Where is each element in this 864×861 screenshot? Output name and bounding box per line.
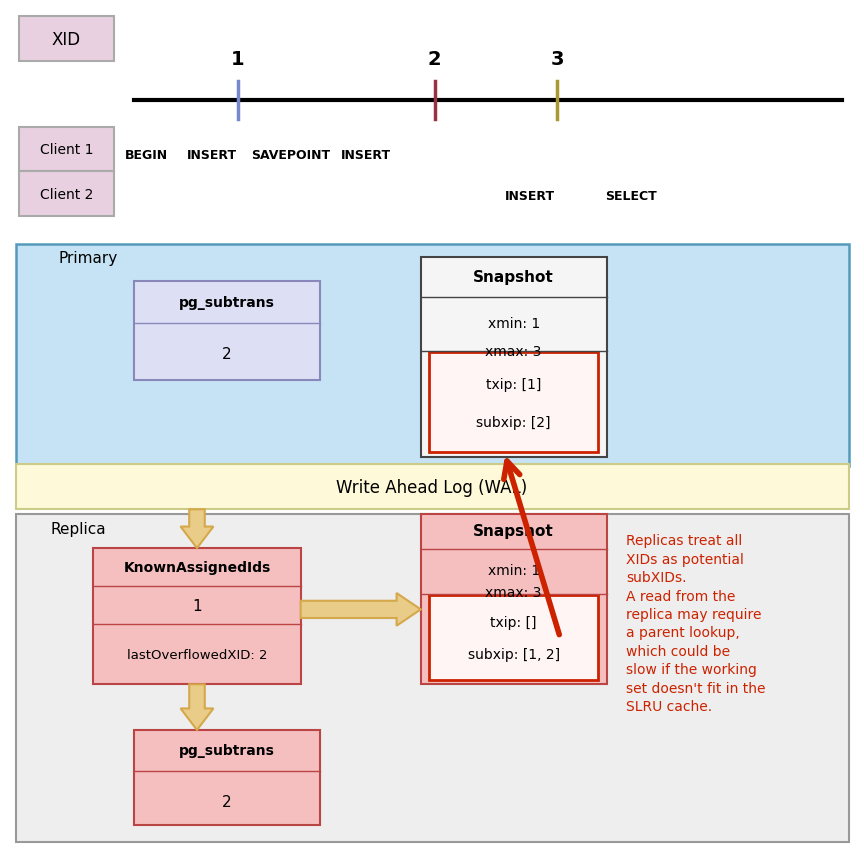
Text: xmin: 1: xmin: 1: [487, 563, 540, 577]
Text: xmax: 3: xmax: 3: [486, 344, 542, 358]
Text: subxip: [2]: subxip: [2]: [476, 415, 551, 429]
Text: 2: 2: [428, 50, 442, 69]
Text: SELECT: SELECT: [605, 189, 657, 203]
Bar: [16, 245, 849, 467]
Text: XID: XID: [52, 31, 81, 48]
Text: txip: []: txip: []: [491, 616, 537, 629]
Text: Client 1: Client 1: [40, 143, 93, 157]
Text: lastOverflowedXID: 2: lastOverflowedXID: 2: [127, 648, 267, 661]
Text: pg_subtrans: pg_subtrans: [179, 295, 275, 309]
Bar: [19, 172, 114, 217]
Text: pg_subtrans: pg_subtrans: [179, 743, 275, 757]
Text: KnownAssignedIds: KnownAssignedIds: [124, 561, 270, 574]
Text: 1: 1: [231, 50, 245, 69]
Bar: [19, 127, 114, 172]
Text: Primary: Primary: [59, 251, 118, 266]
Text: SAVEPOINT: SAVEPOINT: [251, 148, 330, 162]
Text: Client 2: Client 2: [40, 188, 93, 201]
Text: subxip: [1, 2]: subxip: [1, 2]: [467, 647, 560, 661]
Bar: [421, 514, 607, 684]
Text: txip: [1]: txip: [1]: [486, 377, 542, 391]
Bar: [93, 548, 301, 684]
Text: Replicas treat all
XIDs as potential
subXIDs.
A read from the
replica may requir: Replicas treat all XIDs as potential sub…: [626, 534, 766, 713]
Bar: [16, 465, 849, 510]
Text: INSERT: INSERT: [340, 148, 391, 162]
Bar: [429, 595, 598, 680]
Text: Write Ahead Log (WAL): Write Ahead Log (WAL): [336, 479, 528, 496]
Polygon shape: [301, 593, 421, 626]
Text: Snapshot: Snapshot: [473, 523, 554, 539]
Text: Replica: Replica: [50, 521, 105, 536]
Bar: [16, 515, 849, 842]
Text: 3: 3: [550, 50, 564, 69]
Text: INSERT: INSERT: [187, 148, 237, 162]
Text: BEGIN: BEGIN: [125, 148, 168, 162]
Bar: [421, 257, 607, 457]
Polygon shape: [181, 510, 213, 548]
Text: 2: 2: [222, 346, 232, 362]
Text: Snapshot: Snapshot: [473, 269, 554, 285]
Bar: [134, 730, 320, 825]
Bar: [134, 282, 320, 381]
Bar: [429, 352, 598, 452]
Text: 1: 1: [192, 598, 202, 613]
Polygon shape: [181, 684, 213, 730]
Text: 2: 2: [222, 794, 232, 808]
Text: xmax: 3: xmax: 3: [486, 585, 542, 599]
Bar: [19, 17, 114, 62]
Text: xmin: 1: xmin: 1: [487, 316, 540, 331]
Text: INSERT: INSERT: [505, 189, 555, 203]
